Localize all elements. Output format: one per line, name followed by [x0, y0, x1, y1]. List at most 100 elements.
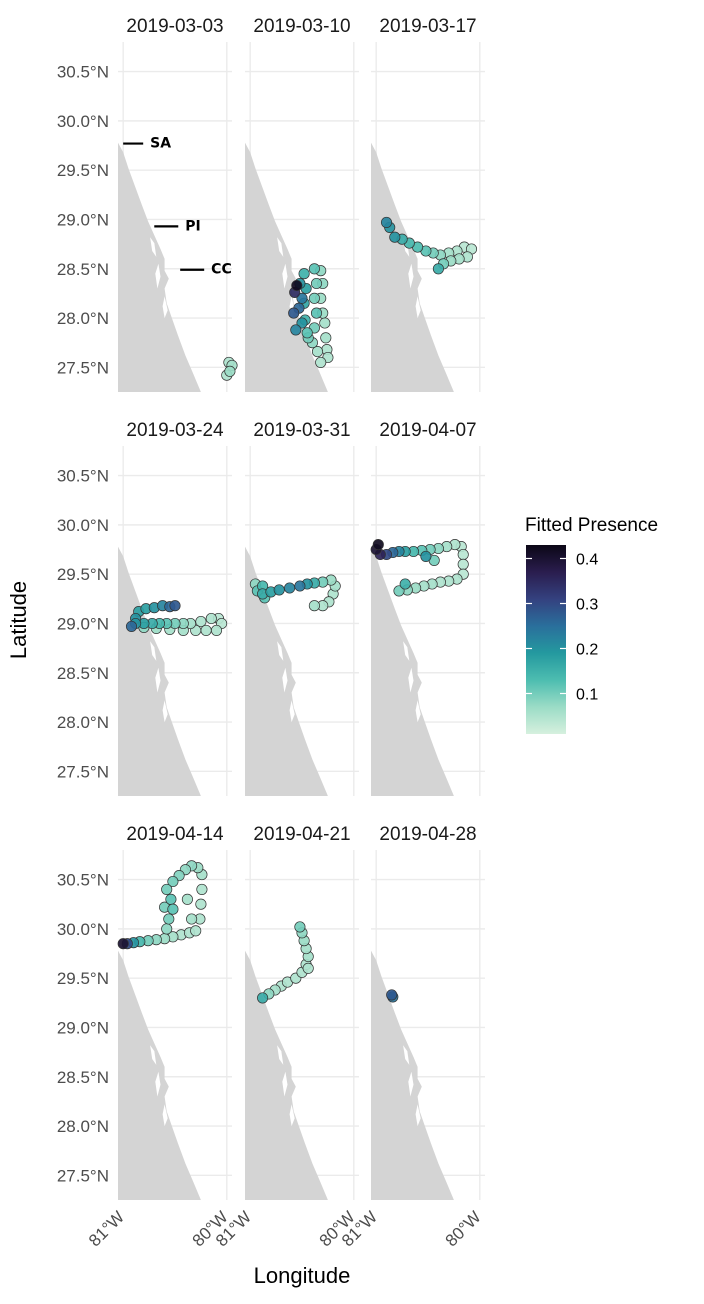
legend-tick-label: 0.2: [576, 642, 598, 659]
facet-panel: 2019-03-10: [245, 16, 359, 392]
y-tick-label: 29.5°N: [57, 565, 109, 584]
facet-panel: 2019-03-03 SA PI CC 27.5°N 28.0°N 28.5°N 29.0°N…: [57, 16, 238, 392]
presence-point: [310, 277, 323, 290]
site-label: SA: [150, 136, 171, 152]
legend: Fitted Presence 0.4 0.3 0.2 0.1: [525, 515, 658, 734]
presence-point: [296, 292, 308, 304]
y-tick-label: 30.0°N: [57, 112, 109, 131]
presence-point: [311, 346, 324, 358]
legend-tick-label: 0.3: [576, 597, 598, 614]
legend-tick-label: 0.4: [576, 552, 598, 569]
facet-title: 2019-04-21: [253, 824, 350, 845]
y-tick-label: 28.5°N: [57, 260, 109, 279]
lagoon-polygon: [162, 700, 168, 723]
y-tick-label: 28.0°N: [57, 309, 109, 328]
presence-point: [200, 624, 212, 636]
presence-point: [257, 992, 269, 1004]
lagoon-polygon: [162, 1104, 168, 1127]
lagoon-polygon: [408, 263, 414, 289]
y-tick-label: 30.5°N: [57, 63, 109, 82]
lagoon-polygon: [289, 1104, 295, 1127]
y-tick-label: 29.0°N: [57, 1018, 109, 1037]
lagoon-polygon: [282, 1071, 288, 1097]
facet-panel: 2019-03-17: [371, 16, 485, 392]
land-polygon: [371, 142, 454, 392]
presence-point: [302, 962, 314, 974]
lagoon-polygon: [155, 667, 161, 693]
y-tick-label: 30.0°N: [57, 920, 109, 939]
presence-point: [308, 263, 320, 275]
presence-point: [167, 875, 179, 888]
presence-point: [457, 548, 469, 561]
land-polygon: [245, 546, 328, 796]
y-tick-label: 30.5°N: [57, 467, 109, 486]
facet-title: 2019-04-14: [126, 824, 224, 845]
presence-point: [288, 307, 300, 319]
presence-point: [386, 989, 398, 1001]
lagoon-polygon: [150, 1045, 157, 1065]
lagoon-polygon: [150, 237, 157, 257]
land-polygon: [245, 142, 328, 392]
facet-title: 2019-04-28: [379, 824, 476, 845]
lagoon-polygon: [277, 641, 284, 661]
facet-title: 2019-03-17: [379, 16, 476, 37]
presence-point: [294, 921, 306, 933]
lagoon-polygon: [155, 263, 161, 289]
facet-panel: 2019-04-14 27.5°N 28.0°N 28.5°N 29.0°N 29.5°N…: [57, 824, 232, 1250]
y-tick-label: 28.0°N: [57, 1117, 109, 1136]
presence-point: [294, 580, 306, 592]
presence-point: [320, 332, 332, 344]
presence-point: [284, 582, 296, 594]
facet-panel: 2019-04-07: [370, 420, 485, 796]
presence-point: [195, 898, 207, 910]
y-tick-label: 30.0°N: [57, 516, 109, 535]
presence-point: [389, 231, 401, 243]
presence-point: [165, 893, 177, 905]
presence-point: [291, 279, 303, 292]
y-axis-title: Latitude: [6, 581, 31, 659]
facet-title: 2019-04-07: [379, 420, 476, 441]
presence-point: [319, 317, 331, 329]
y-tick-label: 27.5°N: [57, 762, 109, 781]
presence-point: [393, 585, 405, 597]
lagoon-polygon: [155, 1071, 161, 1097]
presence-point: [301, 327, 313, 339]
presence-point: [169, 600, 181, 612]
facet-title: 2019-03-03: [126, 16, 223, 37]
presence-point: [310, 307, 323, 319]
facet-panel: 2019-03-31: [245, 420, 359, 796]
lagoon-polygon: [162, 296, 168, 319]
presence-point: [125, 620, 138, 632]
presence-point: [372, 539, 384, 551]
presence-point: [298, 268, 310, 280]
lagoon-polygon: [403, 1045, 410, 1065]
y-tick-label: 29.0°N: [57, 614, 109, 633]
lagoon-polygon: [408, 667, 414, 693]
presence-point: [290, 324, 302, 336]
presence-point: [457, 558, 469, 570]
presence-point: [163, 913, 175, 925]
presence-point: [308, 292, 320, 304]
presence-point: [308, 600, 320, 612]
presence-point: [161, 883, 173, 895]
presence-point: [224, 365, 236, 377]
lagoon-polygon: [415, 1104, 421, 1127]
y-tick-label: 27.5°N: [57, 358, 109, 377]
legend-tick-label: 0.1: [576, 687, 598, 704]
presence-point: [195, 615, 207, 628]
presence-point: [190, 925, 202, 937]
presence-point: [273, 584, 285, 596]
facet-panel: 2019-03-24 27.5°N 28.0°N 28.5°N 29.0°N 29.5°N…: [57, 420, 232, 796]
x-tick-label: 81°W: [85, 1207, 128, 1250]
presence-point: [315, 356, 327, 368]
lagoon-polygon: [415, 296, 421, 319]
y-tick-label: 28.0°N: [57, 713, 109, 732]
x-tick-label: 80°W: [442, 1207, 485, 1250]
site-label: CC: [211, 262, 232, 278]
lagoon-polygon: [289, 700, 295, 723]
land-polygon: [245, 950, 328, 1200]
presence-point: [432, 263, 444, 275]
presence-point: [117, 938, 129, 950]
